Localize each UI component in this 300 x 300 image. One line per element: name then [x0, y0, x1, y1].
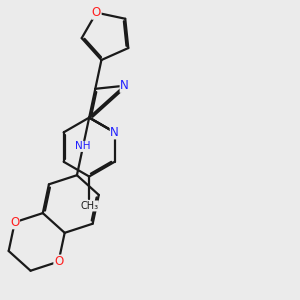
Text: CH₃: CH₃ — [80, 201, 98, 211]
Text: N: N — [110, 126, 119, 139]
Text: O: O — [92, 6, 101, 19]
Text: NH: NH — [75, 141, 91, 152]
Text: O: O — [10, 216, 20, 229]
Text: O: O — [54, 255, 63, 268]
Text: N: N — [120, 79, 129, 92]
